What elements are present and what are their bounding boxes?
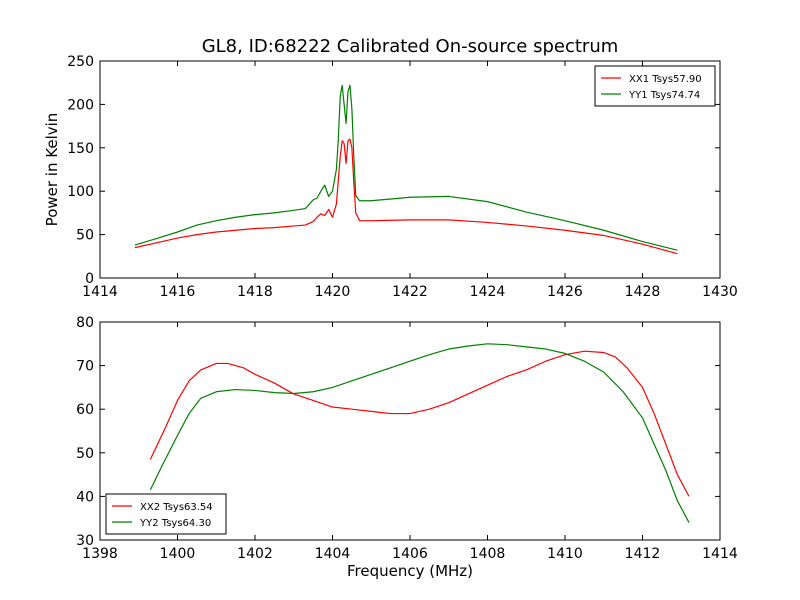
series-line-2 [149, 343, 690, 523]
x-tick-label: 1412 [625, 546, 661, 562]
x-tick-label: 1414 [82, 284, 118, 300]
x-tick-label: 1398 [82, 546, 118, 562]
series-line-1 [149, 350, 690, 497]
x-tick-label: 1428 [625, 284, 661, 300]
x-tick-label: 1404 [315, 546, 351, 562]
legend-box [105, 493, 227, 535]
y-tick-label: 70 [76, 359, 94, 375]
top-plot: 1414 1416 1418 1420 1422 1424 1426 1428 1430 0 50 1… [43, 54, 738, 300]
y-axis-label: Power in Kelvin [43, 113, 61, 227]
legend: XX1 Tsys57.90 YY1 Tsys74.74 [594, 65, 716, 107]
series-line-2 [134, 84, 678, 251]
y-tick-label: 60 [76, 402, 94, 418]
x-tick-label: 1406 [392, 546, 428, 562]
y-tick-label: 30 [76, 533, 94, 549]
y-tick-label: 40 [76, 489, 94, 505]
legend: XX2 Tsys63.54 YY2 Tsys64.30 [105, 493, 227, 535]
x-tick-label: 1424 [470, 284, 506, 300]
y-tick-label: 50 [76, 446, 94, 462]
x-tick-label: 1416 [160, 284, 196, 300]
x-tick-label: 1430 [702, 284, 738, 300]
y-tick-label: 250 [67, 54, 94, 70]
x-tick-label: 1422 [392, 284, 428, 300]
y-tick-label: 80 [76, 315, 94, 331]
x-tick-label: 1414 [702, 546, 738, 562]
x-tick-label: 1410 [547, 546, 583, 562]
series-line-1 [134, 138, 678, 255]
x-tick-label: 1400 [160, 546, 196, 562]
bottom-plot: 1398 1400 1402 1404 1406 1408 1410 1412 1414 30 40… [76, 315, 738, 580]
x-tick-label: 1408 [470, 546, 506, 562]
legend-label: XX1 Tsys57.90 [629, 74, 702, 85]
x-axis-label: Frequency (MHz) [347, 562, 473, 580]
y-tick-label: 200 [67, 97, 94, 113]
x-tick-label: 1402 [237, 546, 273, 562]
x-tick-label: 1418 [237, 284, 273, 300]
legend-label: YY2 Tsys64.30 [139, 518, 211, 529]
legend-box [594, 65, 716, 107]
legend-label: YY1 Tsys74.74 [628, 90, 700, 101]
x-tick-label: 1426 [547, 284, 583, 300]
y-tick-label: 100 [67, 184, 94, 200]
x-tick-label: 1420 [315, 284, 351, 300]
y-tick-label: 0 [85, 271, 94, 287]
y-tick-label: 150 [67, 141, 94, 157]
y-tick-label: 50 [76, 228, 94, 244]
legend-label: XX2 Tsys63.54 [140, 502, 213, 513]
figure-title: GL8, ID:68222 Calibrated On-source spect… [202, 36, 619, 57]
